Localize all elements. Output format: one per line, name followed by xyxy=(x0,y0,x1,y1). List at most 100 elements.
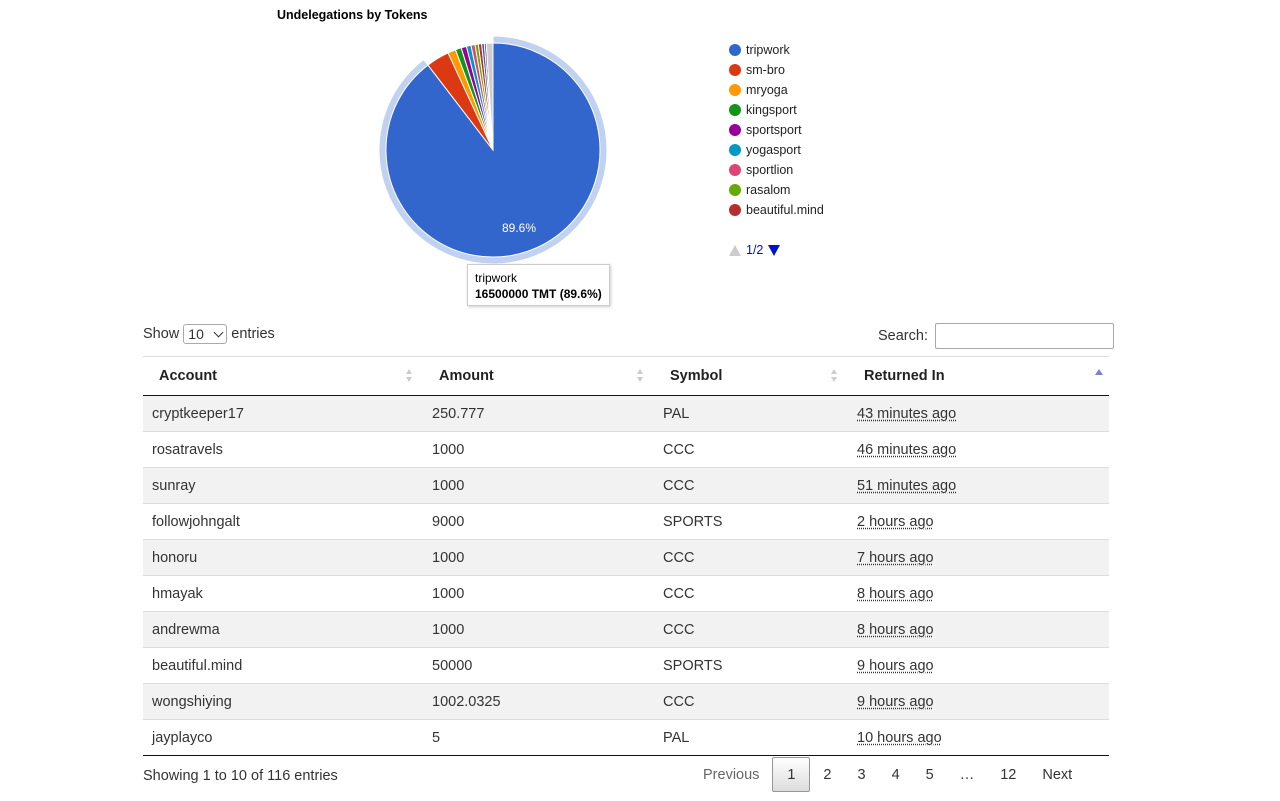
legend-prev-icon xyxy=(729,244,741,256)
legend-label: sportlion xyxy=(746,163,794,177)
cell-amount: 1000 xyxy=(423,611,654,648)
sort-icon xyxy=(637,369,644,383)
cell-amount: 1002.0325 xyxy=(423,683,654,720)
sort-icon xyxy=(831,369,838,383)
page-2-button[interactable]: 2 xyxy=(823,766,832,783)
legend-item[interactable]: yogasport xyxy=(729,140,824,160)
header-returned-in-label: Returned In xyxy=(864,368,945,384)
legend-item[interactable]: sportsport xyxy=(729,120,824,140)
cell-account: cryptkeeper17 xyxy=(152,405,244,422)
chevron-down-icon xyxy=(213,327,224,337)
relative-time[interactable]: 8 hours ago xyxy=(857,585,934,602)
table-row: rosatravels 1000 CCC 46 minutes ago xyxy=(143,431,1109,468)
relative-time[interactable]: 46 minutes ago xyxy=(857,441,957,458)
chart-tooltip: tripwork 16500000 TMT (89.6%) xyxy=(467,264,610,306)
cell-returned-in: 10 hours ago xyxy=(848,719,1109,756)
previous-page-button[interactable]: Previous xyxy=(703,766,760,783)
table-row: jayplayco 5 PAL 10 hours ago xyxy=(143,719,1109,756)
entries-select[interactable]: 10 xyxy=(183,324,228,344)
legend-label: mryoga xyxy=(746,83,788,97)
relative-time[interactable]: 10 hours ago xyxy=(857,729,942,746)
cell-account: sunray xyxy=(143,467,423,504)
legend-item[interactable]: sportlion xyxy=(729,160,824,180)
table-row: followjohngalt 9000 SPORTS 2 hours ago xyxy=(143,503,1109,540)
cell-account: followjohngalt xyxy=(143,503,423,540)
search-label: Search: xyxy=(878,328,928,344)
cell-account: rosatravels xyxy=(143,431,423,468)
pie-slice[interactable] xyxy=(485,42,494,151)
cell-amount: 1000 xyxy=(423,539,654,576)
cell-returned-in: 51 minutes ago xyxy=(848,467,1109,504)
cell-symbol: PAL xyxy=(663,405,690,422)
cell-returned-in: 8 hours ago xyxy=(848,575,1109,612)
cell-account: honoru xyxy=(143,539,423,576)
relative-time[interactable]: 43 minutes ago xyxy=(857,405,957,422)
pie-chart[interactable]: 89.6% xyxy=(370,30,620,270)
relative-time[interactable]: 9 hours ago xyxy=(857,693,934,710)
next-page-button[interactable]: Next xyxy=(1042,766,1073,783)
cell-symbol: SPORTS xyxy=(654,647,848,684)
legend-label: yogasport xyxy=(746,143,801,157)
relative-time[interactable]: 9 hours ago xyxy=(857,657,934,674)
relative-time[interactable]: 51 minutes ago xyxy=(857,477,957,494)
cell-returned-in: 8 hours ago xyxy=(848,611,1109,648)
chart-title: Undelegations by Tokens xyxy=(277,8,428,22)
legend-item[interactable]: tripwork xyxy=(729,40,824,60)
legend-item[interactable]: mryoga xyxy=(729,80,824,100)
legend-item[interactable]: sm-bro xyxy=(729,60,824,80)
search-input[interactable] xyxy=(934,323,1114,349)
page-5-button[interactable]: 5 xyxy=(925,766,934,783)
legend-next-icon[interactable] xyxy=(768,244,781,256)
table-row: sunray 1000 CCC 51 minutes ago xyxy=(143,467,1109,504)
header-symbol-label: Symbol xyxy=(670,368,723,384)
length-show-label: Show xyxy=(143,326,180,342)
legend-item[interactable]: beautiful.mind xyxy=(729,200,824,220)
page-4-button[interactable]: 4 xyxy=(891,766,900,783)
legend-label: tripwork xyxy=(746,43,790,57)
table-row: honoru 1000 CCC 7 hours ago xyxy=(143,539,1109,576)
cell-account: beautiful.mind xyxy=(143,647,423,684)
legend-swatch-icon xyxy=(729,84,741,96)
table-row: andrewma 1000 CCC 8 hours ago xyxy=(143,611,1109,648)
legend-item[interactable]: kingsport xyxy=(729,100,824,120)
table-info: Showing 1 to 10 of 116 entries xyxy=(143,768,338,784)
relative-time[interactable]: 7 hours ago xyxy=(857,549,934,566)
header-account-label: Account xyxy=(159,368,217,384)
cell-account: hmayak xyxy=(143,575,423,612)
legend-swatch-icon xyxy=(729,184,741,196)
legend-swatch-icon xyxy=(729,204,741,216)
legend-swatch-icon xyxy=(729,64,741,76)
header-amount[interactable]: Amount xyxy=(423,356,654,396)
entries-length-control: Show 10 entries xyxy=(143,324,275,344)
legend-swatch-icon xyxy=(729,104,741,116)
header-symbol[interactable]: Symbol xyxy=(654,356,848,396)
tooltip-label: tripwork xyxy=(475,271,518,285)
legend-pager: 1/2 xyxy=(729,243,781,257)
cell-returned-in: 9 hours ago xyxy=(848,683,1109,720)
table-row: beautiful.mind 50000 SPORTS 9 hours ago xyxy=(143,647,1109,684)
pagination: Previous 1 2 3 4 5 … 12 Next xyxy=(690,757,1085,792)
tooltip-value: 16500000 TMT (89.6%) xyxy=(475,287,602,301)
page-1-button[interactable]: 1 xyxy=(772,757,811,792)
legend-page-indicator: 1/2 xyxy=(746,243,764,257)
header-returned-in[interactable]: Returned In xyxy=(848,356,1109,396)
legend-swatch-icon xyxy=(729,144,741,156)
legend-label: kingsport xyxy=(746,103,797,117)
cell-amount: 1000 xyxy=(423,467,654,504)
header-amount-label: Amount xyxy=(439,368,494,384)
legend-label: beautiful.mind xyxy=(746,203,824,217)
cell-account: wongshiying xyxy=(143,683,423,720)
legend-label: rasalom xyxy=(746,183,791,197)
relative-time[interactable]: 8 hours ago xyxy=(857,621,934,638)
header-account[interactable]: Account xyxy=(143,356,423,396)
table-row: cryptkeeper17 250.777 PAL 43 minutes ago xyxy=(143,395,1109,432)
relative-time[interactable]: 2 hours ago xyxy=(857,513,934,530)
cell-symbol: CCC xyxy=(654,611,848,648)
cell-account: andrewma xyxy=(143,611,423,648)
legend-item[interactable]: rasalom xyxy=(729,180,824,200)
cell-symbol: CCC xyxy=(654,575,848,612)
page-12-button[interactable]: 12 xyxy=(1000,766,1017,783)
sort-icon xyxy=(406,369,413,383)
cell-amount: 1000 xyxy=(423,431,654,468)
page-3-button[interactable]: 3 xyxy=(857,766,866,783)
